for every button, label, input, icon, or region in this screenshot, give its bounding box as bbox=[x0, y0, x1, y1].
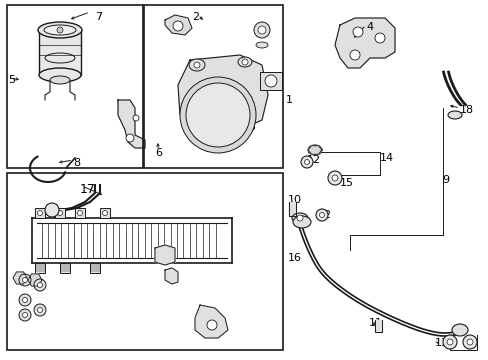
Bar bbox=[7, 5, 142, 168]
Bar bbox=[55, 208, 65, 218]
Polygon shape bbox=[155, 245, 175, 265]
Polygon shape bbox=[178, 55, 267, 130]
Circle shape bbox=[194, 91, 242, 139]
Circle shape bbox=[327, 171, 341, 185]
Text: 11: 11 bbox=[368, 318, 382, 328]
Circle shape bbox=[315, 209, 327, 221]
Bar bbox=[7, 173, 283, 350]
Ellipse shape bbox=[44, 25, 76, 35]
Circle shape bbox=[34, 304, 46, 316]
Bar bbox=[39, 30, 81, 75]
Circle shape bbox=[242, 59, 247, 65]
Ellipse shape bbox=[307, 145, 321, 155]
Text: 10: 10 bbox=[287, 195, 302, 205]
Text: 8: 8 bbox=[73, 158, 80, 168]
Circle shape bbox=[22, 312, 27, 318]
Polygon shape bbox=[13, 272, 27, 284]
Circle shape bbox=[38, 283, 42, 288]
Circle shape bbox=[466, 339, 472, 345]
Ellipse shape bbox=[292, 216, 310, 228]
Circle shape bbox=[442, 335, 456, 349]
Ellipse shape bbox=[189, 59, 204, 71]
Circle shape bbox=[173, 21, 183, 31]
Text: 12: 12 bbox=[306, 155, 321, 165]
Bar bbox=[75, 208, 85, 218]
Bar bbox=[35, 263, 45, 273]
Polygon shape bbox=[288, 202, 295, 216]
Bar bbox=[35, 208, 45, 218]
Ellipse shape bbox=[238, 57, 251, 67]
Polygon shape bbox=[164, 268, 178, 284]
Circle shape bbox=[102, 211, 107, 216]
Polygon shape bbox=[195, 305, 227, 338]
Ellipse shape bbox=[39, 68, 81, 82]
Bar bbox=[100, 208, 110, 218]
Ellipse shape bbox=[451, 324, 467, 336]
Circle shape bbox=[57, 27, 63, 33]
Bar bbox=[60, 263, 70, 273]
Circle shape bbox=[352, 27, 362, 37]
Circle shape bbox=[19, 294, 31, 306]
Polygon shape bbox=[118, 100, 145, 148]
Circle shape bbox=[331, 175, 337, 181]
Circle shape bbox=[22, 297, 27, 302]
Circle shape bbox=[19, 274, 31, 286]
Text: 12: 12 bbox=[317, 210, 331, 220]
Ellipse shape bbox=[291, 213, 307, 223]
Circle shape bbox=[38, 307, 42, 312]
Circle shape bbox=[126, 134, 134, 142]
Circle shape bbox=[206, 320, 217, 330]
Circle shape bbox=[264, 75, 276, 87]
Circle shape bbox=[38, 211, 42, 216]
Ellipse shape bbox=[50, 76, 70, 84]
Polygon shape bbox=[28, 274, 42, 286]
Text: 14: 14 bbox=[379, 153, 393, 163]
Circle shape bbox=[34, 279, 46, 291]
Bar bbox=[90, 263, 100, 273]
Circle shape bbox=[77, 211, 82, 216]
Text: 17: 17 bbox=[80, 183, 96, 196]
Text: 3: 3 bbox=[247, 122, 254, 132]
Polygon shape bbox=[334, 18, 394, 68]
Text: 16: 16 bbox=[287, 253, 302, 263]
Ellipse shape bbox=[256, 42, 267, 48]
Bar bbox=[260, 72, 282, 90]
Circle shape bbox=[301, 156, 312, 168]
Text: 6: 6 bbox=[155, 148, 162, 158]
Circle shape bbox=[258, 26, 265, 34]
Circle shape bbox=[349, 50, 359, 60]
Circle shape bbox=[180, 77, 256, 153]
Text: 2: 2 bbox=[192, 12, 199, 22]
Circle shape bbox=[374, 33, 384, 43]
Circle shape bbox=[19, 309, 31, 321]
Text: 7: 7 bbox=[95, 12, 102, 22]
Circle shape bbox=[304, 159, 309, 165]
Text: 5: 5 bbox=[8, 75, 15, 85]
Circle shape bbox=[319, 212, 324, 217]
Text: 15: 15 bbox=[339, 178, 353, 188]
Ellipse shape bbox=[447, 111, 461, 119]
Text: 18: 18 bbox=[459, 105, 473, 115]
Circle shape bbox=[296, 215, 303, 221]
Circle shape bbox=[194, 62, 200, 68]
Polygon shape bbox=[164, 15, 192, 35]
Circle shape bbox=[133, 115, 139, 121]
Circle shape bbox=[253, 22, 269, 38]
Circle shape bbox=[462, 335, 476, 349]
Circle shape bbox=[446, 339, 452, 345]
Circle shape bbox=[58, 211, 62, 216]
Text: 4: 4 bbox=[365, 22, 372, 32]
Polygon shape bbox=[307, 146, 321, 154]
Text: 9: 9 bbox=[441, 175, 448, 185]
Polygon shape bbox=[374, 320, 381, 332]
Ellipse shape bbox=[38, 22, 82, 38]
Circle shape bbox=[185, 83, 249, 147]
Text: 1: 1 bbox=[285, 95, 292, 105]
Bar bbox=[143, 5, 283, 168]
Circle shape bbox=[22, 278, 27, 283]
Circle shape bbox=[45, 203, 59, 217]
Text: 13: 13 bbox=[434, 338, 448, 348]
